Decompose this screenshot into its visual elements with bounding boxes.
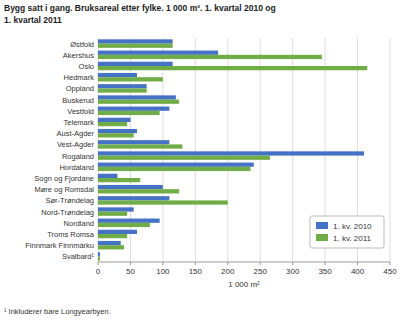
grid-line — [260, 38, 261, 262]
bar — [98, 122, 127, 126]
category-label: Møre og Romsdal — [34, 185, 94, 194]
bar — [98, 163, 254, 167]
legend: 1. kv. 2010 1. kv. 2011 — [310, 216, 384, 248]
bar — [98, 77, 163, 81]
bar — [98, 144, 182, 148]
tick-label: 400 — [351, 267, 365, 276]
category-label: Vestfold — [67, 107, 94, 116]
tick-label: 50 — [126, 267, 135, 276]
bar — [98, 84, 147, 88]
category-label: Sogn og Fjordane — [34, 174, 94, 183]
footnote: ¹ Inkluderer bare Longyearbyen. — [4, 307, 111, 316]
category-label: Rogaland — [62, 152, 94, 161]
tick-label: 300 — [286, 267, 300, 276]
x-axis-label: 1 000 m² — [228, 280, 260, 289]
tick-label: 0 — [96, 267, 101, 276]
bar — [98, 223, 150, 227]
bar — [98, 95, 176, 99]
bar — [98, 167, 250, 171]
legend-swatch — [316, 234, 328, 241]
bar — [98, 51, 218, 55]
bar — [98, 111, 160, 115]
category-label: Telemark — [64, 118, 95, 127]
bar — [98, 129, 137, 133]
category-label: Troms Romsa — [47, 230, 95, 239]
legend-box — [310, 216, 384, 248]
category-label: Akershus — [63, 51, 95, 60]
bar — [98, 151, 364, 155]
category-label: Nordland — [64, 219, 94, 228]
category-label: Oslo — [79, 62, 94, 71]
bar — [98, 185, 163, 189]
bar — [98, 88, 147, 92]
title: Bygg satt i gang. Bruksareal etter fylke… — [4, 3, 276, 13]
bar — [98, 230, 137, 234]
bar — [98, 178, 140, 182]
bar — [98, 256, 100, 260]
category-label: Vest-Agder — [57, 140, 95, 149]
category-label: Finnmark Finnmárku — [25, 241, 94, 250]
grid-line — [195, 38, 196, 262]
bar — [98, 66, 367, 70]
bar — [98, 133, 134, 137]
bar — [98, 55, 322, 59]
bar — [98, 234, 127, 238]
grid — [98, 38, 390, 265]
category-label: Aust-Agder — [56, 129, 94, 138]
category-label: Oppland — [66, 84, 94, 93]
category-label: Buskerud — [62, 96, 94, 105]
bar — [98, 219, 160, 223]
bar — [98, 156, 270, 160]
subtitle: 1. kvartal 2011 — [4, 15, 62, 25]
bar — [98, 73, 137, 77]
bar — [98, 207, 134, 211]
tick-label: 150 — [189, 267, 203, 276]
bar — [98, 174, 117, 178]
bar — [98, 252, 100, 256]
tick-label: 450 — [383, 267, 397, 276]
tick-label: 250 — [254, 267, 268, 276]
bar — [98, 62, 173, 66]
tick-label: 200 — [221, 267, 235, 276]
bar — [98, 189, 179, 193]
bar — [98, 107, 169, 111]
category-label: Hedmark — [64, 73, 95, 82]
bar — [98, 212, 127, 216]
legend-label: 1. kv. 2011 — [333, 234, 372, 243]
grid-line — [130, 38, 131, 262]
grid-line — [98, 38, 99, 262]
tick-label: 350 — [318, 267, 332, 276]
bar — [98, 44, 173, 48]
category-label: Sør-Trøndelag — [46, 196, 94, 205]
category-label: Hordaland — [59, 163, 94, 172]
grid-line — [162, 38, 163, 262]
tick-label: 100 — [156, 267, 170, 276]
grid-line — [227, 38, 228, 262]
grid-line — [292, 38, 293, 262]
legend-label: 1. kv. 2010 — [333, 222, 372, 231]
bar — [98, 118, 130, 122]
category-label: Svalbard¹ — [62, 252, 95, 261]
bar — [98, 200, 228, 204]
bar — [98, 196, 169, 200]
bars — [98, 39, 367, 260]
bar — [98, 140, 169, 144]
bar — [98, 245, 124, 249]
grid-line — [390, 38, 391, 262]
bar — [98, 100, 179, 104]
bar — [98, 241, 121, 245]
bar — [98, 39, 173, 43]
legend-swatch — [316, 222, 328, 229]
category-label: Nord-Trøndelag — [41, 208, 94, 217]
chart: Bygg satt i gang. Bruksareal etter fylke… — [0, 0, 400, 320]
category-label: Østfold — [70, 40, 94, 49]
x-axis — [98, 262, 390, 263]
